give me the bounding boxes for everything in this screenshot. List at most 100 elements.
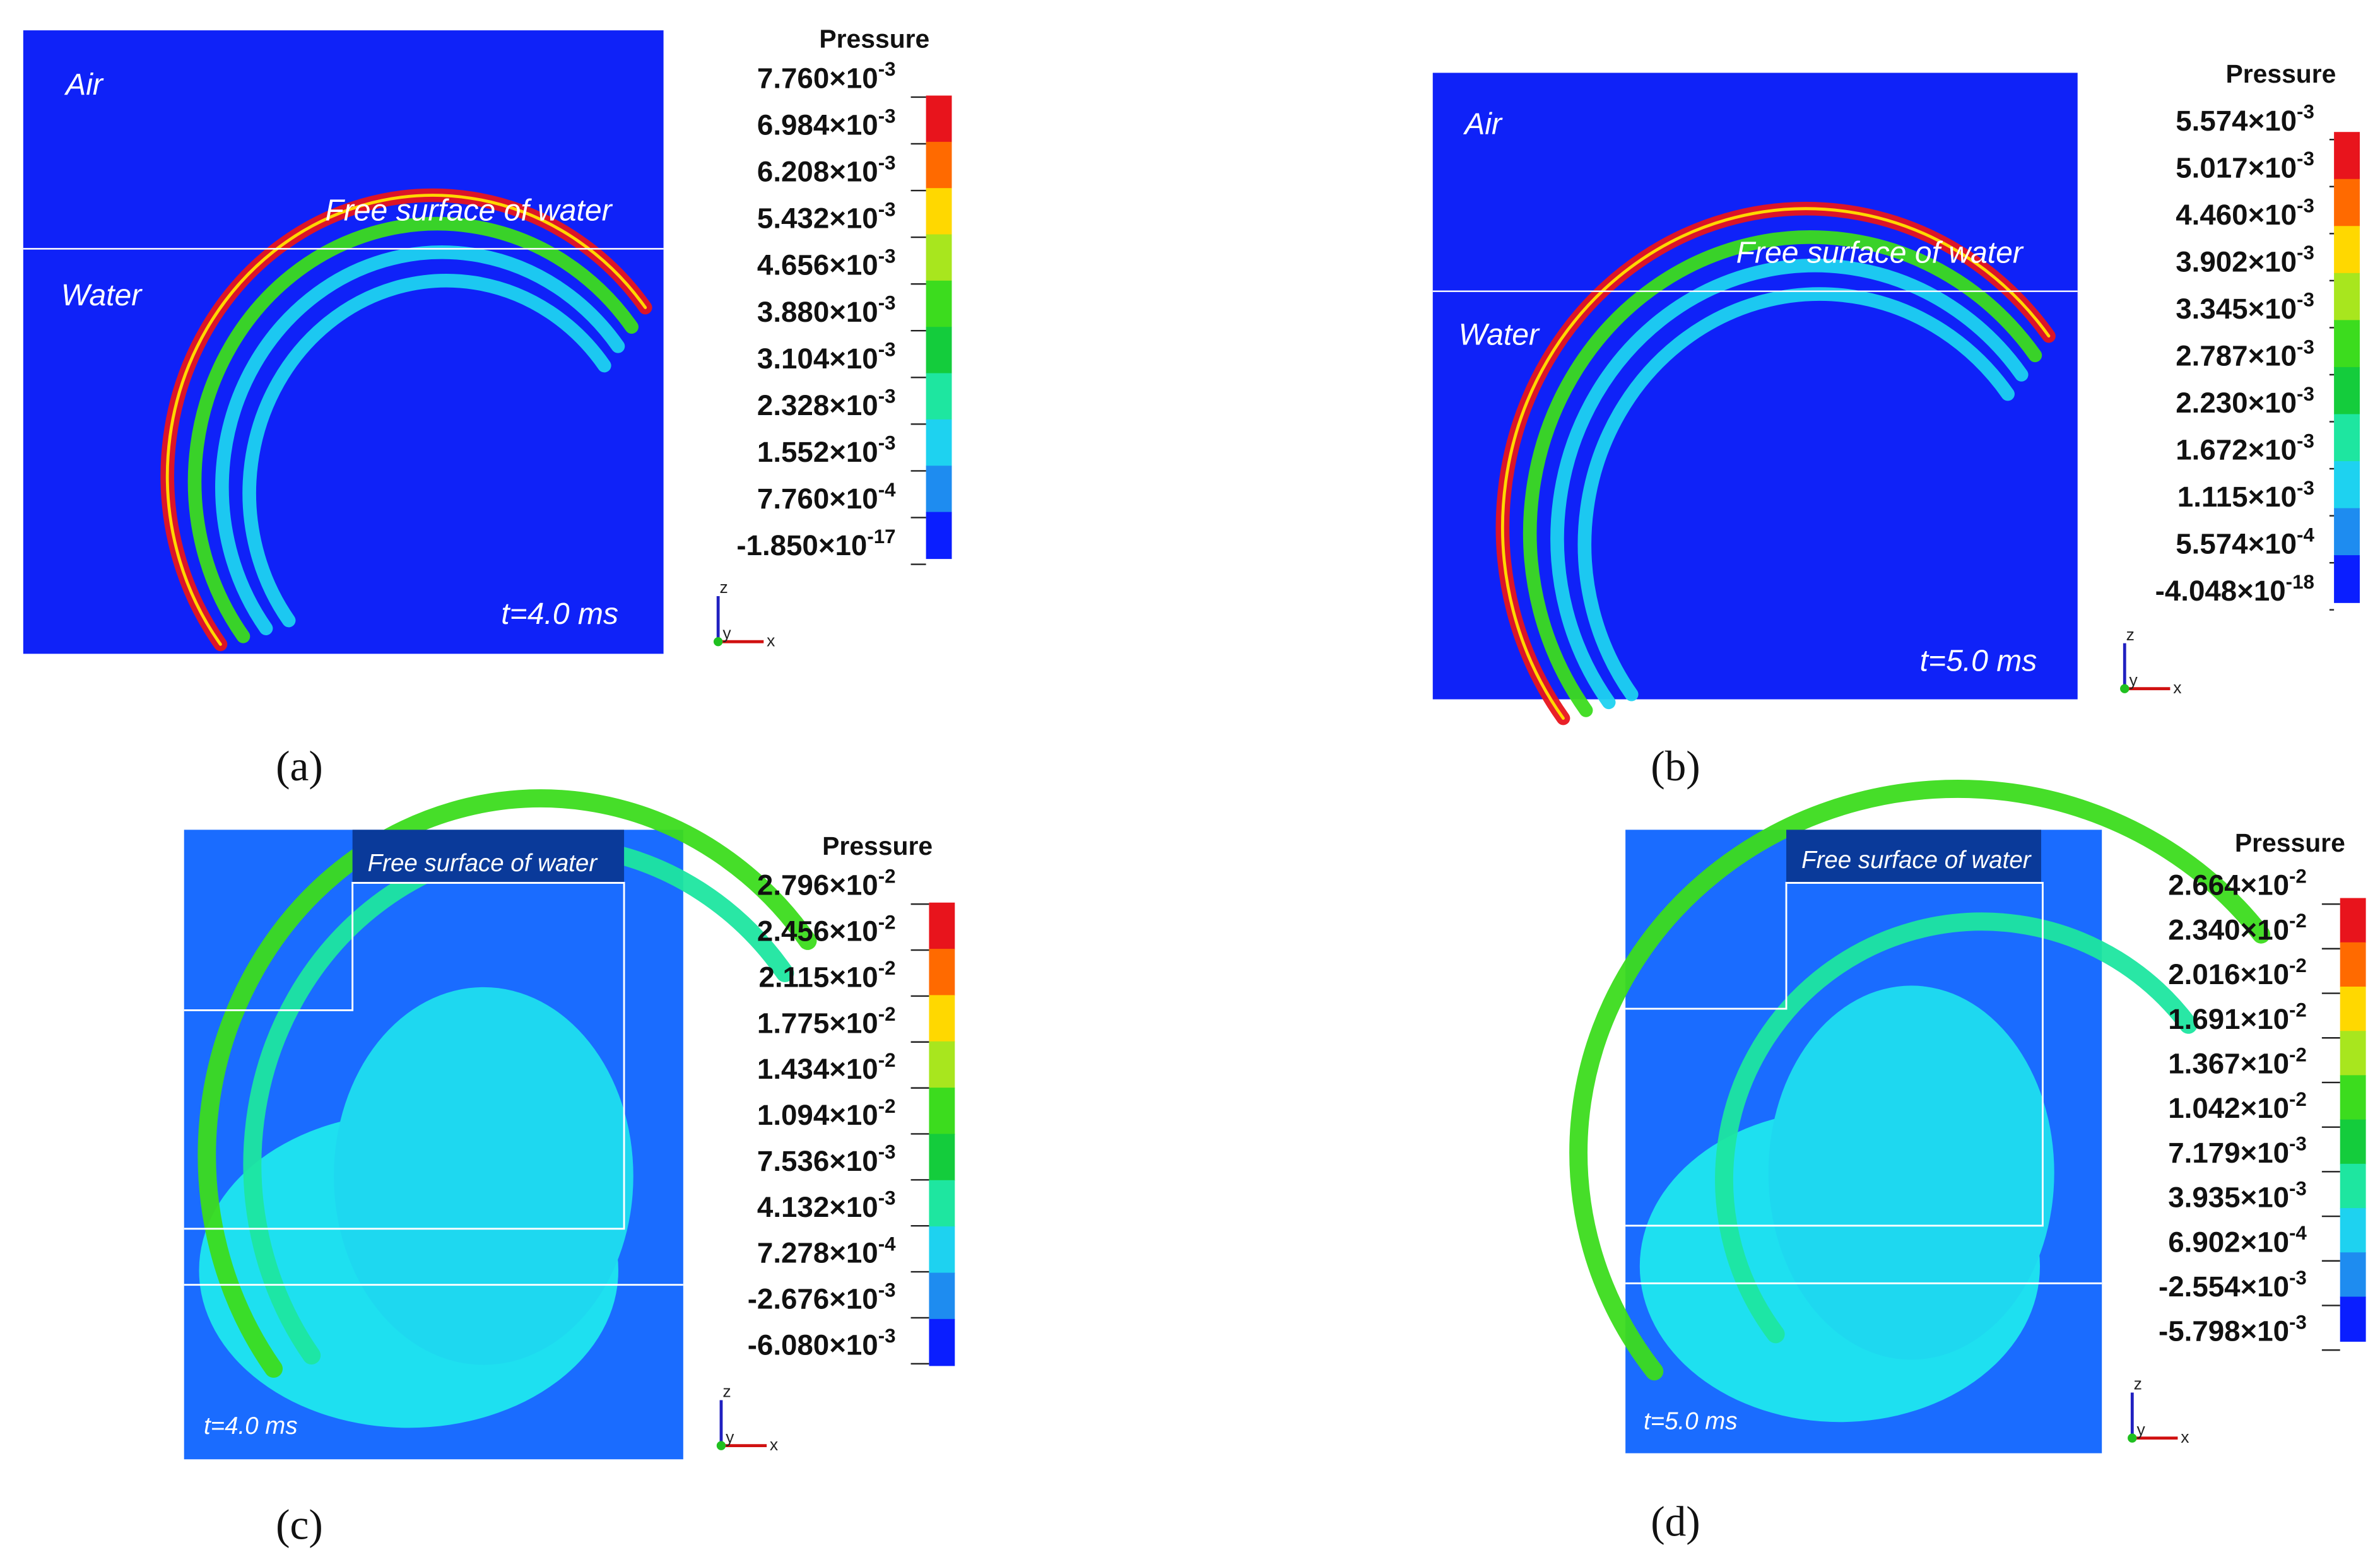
tick-label: 4.132×10-3 — [757, 1187, 896, 1223]
annotation: Air — [1463, 107, 1503, 141]
surface-header — [1786, 830, 2042, 883]
tick-mantissa: 3.880×10 — [757, 296, 878, 328]
tick-mantissa: 6.984×10 — [757, 109, 878, 141]
tick-exponent: -2 — [2289, 1043, 2307, 1065]
colorbar-band — [926, 141, 952, 189]
panel: Free surface of water t=5.0 ms Pressure 2.6… — [1569, 780, 2366, 1546]
tick-exponent: -3 — [878, 1187, 896, 1209]
tick-mantissa: 1.672×10 — [2176, 434, 2297, 466]
wave-halo — [165, 194, 647, 646]
colorbar-band — [2340, 1075, 2366, 1120]
boundary — [184, 882, 625, 1230]
axis-label: y — [2129, 671, 2138, 690]
annotation: Water — [61, 278, 143, 312]
colorbar-band — [2334, 508, 2360, 556]
tick-mantissa: 4.656×10 — [757, 249, 878, 281]
colorbar-band — [929, 1226, 955, 1274]
annotation: Free surface of water — [325, 193, 613, 227]
tick-exponent: -3 — [2297, 289, 2314, 311]
tick-label: 5.017×10-3 — [2176, 148, 2314, 184]
tick-label: 7.179×10-3 — [2168, 1133, 2307, 1169]
axis-label: z — [722, 1382, 731, 1401]
tick-exponent: -4 — [878, 1233, 896, 1255]
colorbar-band — [2334, 179, 2360, 227]
tick-label: 3.104×10-3 — [757, 339, 896, 375]
tick-mantissa: 5.432×10 — [757, 202, 878, 235]
colorbar-band — [2334, 461, 2360, 509]
tick-mantissa: 2.664×10 — [2168, 869, 2289, 901]
tick-exponent: -2 — [878, 911, 896, 933]
colorbar-band — [2334, 555, 2360, 603]
tick-mantissa: -4.048×10 — [2155, 575, 2286, 607]
tick-exponent: -3 — [2289, 1311, 2307, 1333]
annotation: Water — [1459, 318, 1540, 352]
tick-label: 1.691×10-2 — [2168, 999, 2307, 1035]
colorbar-band — [929, 949, 955, 996]
tick-mantissa: 2.230×10 — [2176, 387, 2297, 419]
axis-origin — [713, 637, 723, 647]
tick-label: -6.080×10-3 — [748, 1325, 896, 1361]
tick-label: 4.460×10-3 — [2176, 195, 2314, 231]
axis-label: z — [2134, 1375, 2142, 1394]
axis-label: y — [726, 1428, 734, 1447]
tick-mantissa: -5.798×10 — [2159, 1315, 2289, 1347]
annotation: Air — [64, 67, 104, 102]
tick-mantissa: 1.367×10 — [2168, 1048, 2289, 1080]
wave-front — [1550, 259, 2029, 710]
tick-mantissa: 2.340×10 — [2168, 913, 2289, 946]
tick-mantissa: 1.552×10 — [757, 436, 878, 468]
axis-label: x — [770, 1435, 778, 1454]
axis-label: z — [720, 578, 728, 597]
axis-origin — [716, 1441, 726, 1450]
colorbar-band — [2334, 367, 2360, 415]
tick-mantissa: 1.094×10 — [757, 1099, 878, 1131]
tick-mantissa: 1.691×10 — [2168, 1003, 2289, 1035]
tick-exponent: -4 — [2297, 524, 2314, 546]
colorbar-band — [929, 1180, 955, 1228]
tick-label: 7.760×10-3 — [757, 58, 896, 94]
caption: (d) — [1651, 1498, 1700, 1546]
tick-label: 3.345×10-3 — [2176, 289, 2314, 325]
colorbar-title: Pressure — [2235, 828, 2345, 857]
colorbar-band — [2340, 1031, 2366, 1076]
tick-exponent: -3 — [2297, 101, 2314, 123]
tick-mantissa: 1.042×10 — [2168, 1092, 2289, 1124]
panel: Air Water Free surface of water t=4.0 ms Pre… — [23, 25, 952, 790]
tick-mantissa: 2.328×10 — [757, 389, 878, 421]
tick-exponent: -2 — [2289, 999, 2307, 1021]
colorbar-band — [2340, 986, 2366, 1032]
axis-label: y — [2136, 1420, 2145, 1439]
axis-label: z — [2126, 625, 2135, 644]
annotation: Free surface of water — [1736, 236, 2024, 270]
tick-label: 2.664×10-2 — [2168, 866, 2307, 901]
colorbar-band — [2340, 1163, 2366, 1209]
colorbar-band — [929, 1318, 955, 1366]
tick-label: -2.676×10-3 — [748, 1279, 896, 1315]
annotation: t=5.0 ms — [1644, 1408, 1738, 1435]
colorbar-title: Pressure — [822, 831, 933, 860]
colorbar-band — [929, 1134, 955, 1182]
colorbar-band — [926, 95, 952, 143]
tick-exponent: -3 — [2297, 148, 2314, 170]
tick-label: 1.672×10-3 — [2176, 430, 2314, 466]
tick-exponent: -2 — [878, 1049, 896, 1071]
colorbar-band — [926, 373, 952, 421]
colorbar-band — [2334, 226, 2360, 274]
tick-mantissa: 2.016×10 — [2168, 958, 2289, 990]
tick-mantissa: 4.460×10 — [2176, 199, 2297, 231]
wave-halo — [1501, 207, 2051, 720]
tick-mantissa: 2.115×10 — [758, 961, 878, 993]
boundary — [1625, 882, 2044, 1227]
colorbar-band — [926, 188, 952, 235]
tick-mantissa: 3.935×10 — [2168, 1182, 2289, 1214]
colorbar-title: Pressure — [819, 25, 929, 54]
tick-exponent: -3 — [2297, 477, 2314, 499]
wave-front — [1569, 780, 2271, 1381]
tick-mantissa: 6.902×10 — [2168, 1226, 2289, 1258]
tick-mantissa: 3.345×10 — [2176, 293, 2297, 325]
tick-exponent: -3 — [2289, 1133, 2307, 1155]
colorbar-band — [926, 234, 952, 282]
colorbar-band — [929, 995, 955, 1042]
tick-label: 5.574×10-4 — [2176, 524, 2314, 560]
